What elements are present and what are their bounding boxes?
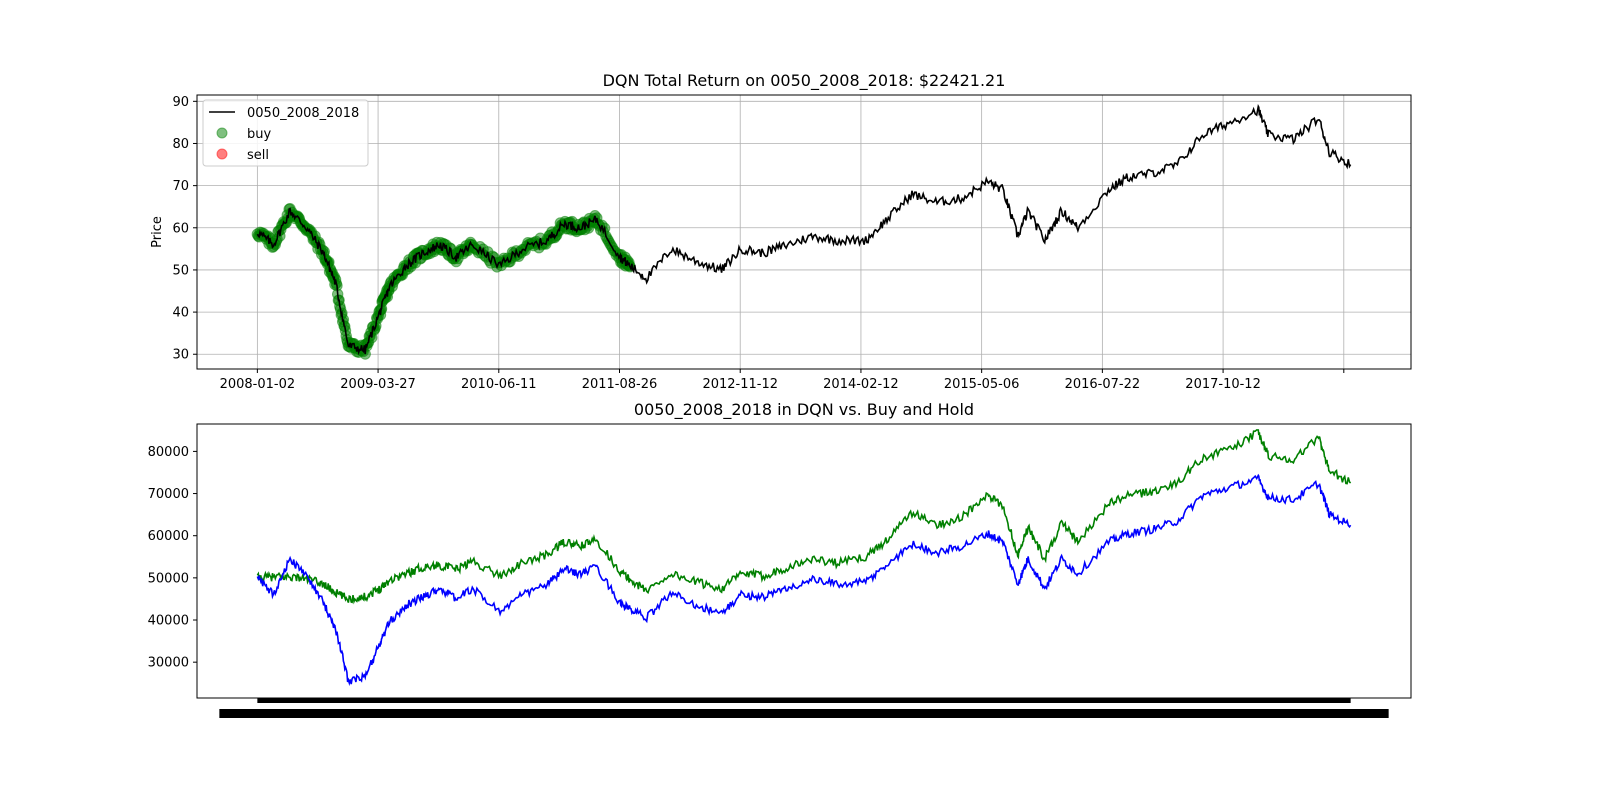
price-chart-y-tick-label: 60	[172, 221, 189, 236]
price-chart-x-tick-label: 2011-08-26	[582, 377, 658, 392]
comparison-chart-x-axis	[219, 698, 1389, 718]
price-chart-x-tick-label: 2016-07-22	[1065, 377, 1141, 392]
legend-sell-swatch	[216, 148, 228, 160]
legend-buy-swatch	[216, 127, 228, 139]
legend-entry-sell: sell	[247, 148, 269, 163]
price-chart-plot-area	[251, 103, 1352, 360]
price-chart-x-axis: 2008-01-02 2009-03-27 2010-06-11 2011-08-26…	[220, 369, 1345, 392]
price-chart-y-tick-label: 70	[172, 179, 189, 194]
price-chart-x-tick-label: 2009-03-27	[340, 377, 416, 392]
comparison-chart-y-tick-label: 70000	[148, 487, 189, 502]
price-chart-x-tick-label: 2008-01-02	[220, 377, 296, 392]
legend-box	[202, 99, 369, 167]
green-series-line	[256, 429, 1352, 605]
blue-series-line	[256, 473, 1352, 687]
legend: 0050_2008_2018 buy sell	[202, 99, 369, 167]
comparison-chart-y-axis: 30000 40000 50000 60000 70000 80000	[148, 445, 197, 671]
price-chart-x-tick-label: 2010-06-11	[461, 377, 537, 392]
price-chart-x-tick-label: 2015-05-06	[944, 377, 1020, 392]
comparison-chart-y-tick-label: 50000	[148, 571, 189, 586]
price-chart-title: DQN Total Return on 0050_2008_2018: $224…	[603, 71, 1006, 91]
price-chart-y-tick-label: 50	[172, 263, 189, 278]
comparison-chart-plot-area	[256, 429, 1352, 687]
price-line	[256, 103, 1352, 356]
comparison-chart-title: 0050_2008_2018 in DQN vs. Buy and Hold	[634, 400, 974, 420]
comparison-chart-y-tick-label: 30000	[148, 656, 189, 671]
price-chart-y-label: Price	[150, 216, 165, 248]
price-chart-frame	[196, 94, 1412, 370]
price-chart: DQN Total Return on 0050_2008_2018: $224…	[150, 71, 1412, 392]
price-chart-y-tick-label: 80	[172, 137, 189, 152]
price-chart-x-tick-label: 2012-11-12	[702, 377, 778, 392]
comparison-chart-y-tick-label: 40000	[148, 614, 189, 629]
comparison-chart-y-tick-label: 60000	[148, 529, 189, 544]
comparison-chart-y-tick-label: 80000	[148, 445, 189, 460]
price-chart-y-axis: 30 40 50 60 70 80 90	[172, 95, 197, 363]
comparison-chart-x-tick-marks	[257, 698, 1351, 703]
price-chart-y-tick-label: 40	[172, 306, 189, 321]
price-chart-x-tick-label: 2014-02-12	[823, 377, 899, 392]
comparison-chart-x-tick-labels-overlap	[219, 709, 1389, 718]
comparison-chart: 0050_2008_2018 in DQN vs. Buy and Hold 3…	[148, 400, 1412, 718]
price-chart-x-tick-label: 2017-10-12	[1185, 377, 1261, 392]
legend-entry-series: 0050_2008_2018	[247, 106, 359, 121]
price-chart-y-tick-label: 30	[172, 348, 189, 363]
price-chart-y-tick-label: 90	[172, 95, 189, 110]
legend-entry-buy: buy	[247, 127, 271, 142]
